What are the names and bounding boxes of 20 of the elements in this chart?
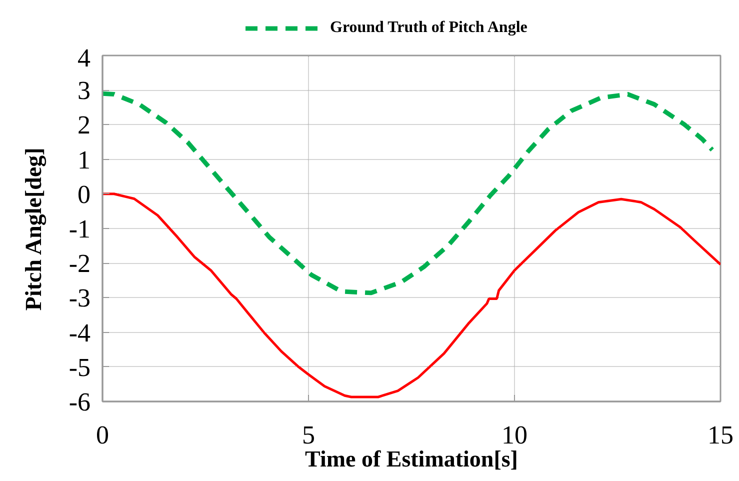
y-tick-label: 1 — [78, 145, 90, 174]
y-tick-label: -1 — [68, 214, 91, 244]
y-tick-label: 0 — [78, 180, 90, 209]
x-axis-title: Time of Estimation[s] — [305, 446, 518, 472]
line-series — [102, 91, 715, 296]
x-tick-label: 15 — [708, 420, 734, 450]
legend-label: Ground Truth of Pitch Angle — [330, 19, 528, 37]
y-tick-label: -2 — [68, 249, 91, 278]
y-tick-label: -3 — [68, 284, 91, 313]
y-tick-label: 4 — [78, 44, 90, 72]
y-tick-label: -4 — [68, 318, 91, 348]
y-axis-title: Pitch Angle[deg] — [20, 148, 47, 311]
y-tick-label: 2 — [78, 110, 90, 140]
y-tick-label: -5 — [68, 352, 91, 382]
line-series — [102, 192, 720, 398]
x-tick-label: 0 — [96, 420, 109, 450]
y-tick-label: -6 — [68, 388, 91, 416]
x-tick-label: 10 — [502, 420, 528, 450]
y-tick-label: 3 — [78, 76, 90, 106]
x-tick-label: 5 — [302, 420, 315, 450]
